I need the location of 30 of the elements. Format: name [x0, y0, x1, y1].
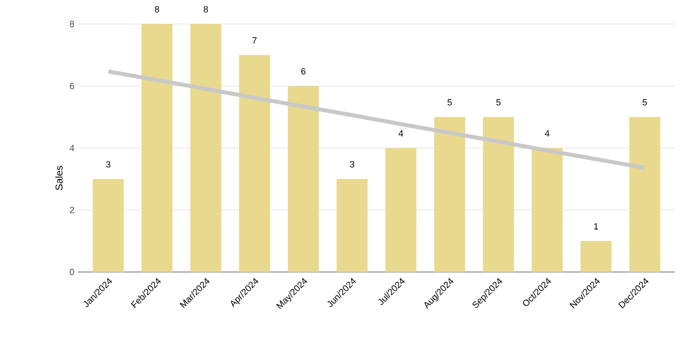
data-label: 8	[204, 6, 208, 12]
data-label: 5	[496, 99, 501, 106]
bar	[142, 24, 173, 272]
data-label: 3	[350, 161, 354, 168]
y-tick-label: 8	[70, 20, 74, 28]
y-tick-label: 4	[70, 144, 74, 152]
bar	[580, 241, 612, 272]
bar	[532, 148, 563, 272]
bar	[336, 179, 368, 272]
y-tick-label: 2	[70, 206, 74, 214]
y-tick-label: 6	[70, 82, 74, 90]
data-label: 6	[301, 68, 306, 74]
bar	[288, 86, 319, 272]
data-label: 7	[252, 37, 257, 44]
data-label: 4	[544, 130, 550, 136]
bar	[482, 117, 514, 272]
y-tick-label: 0	[70, 268, 74, 276]
data-label: 5	[448, 99, 452, 106]
bar	[385, 148, 416, 272]
y-axis-title: Sales	[55, 166, 63, 190]
bar	[434, 117, 466, 272]
bar	[239, 55, 270, 272]
bar	[629, 117, 660, 272]
bar	[190, 24, 222, 272]
data-label: 5	[642, 99, 647, 106]
data-label: 4	[398, 130, 404, 136]
data-label: 1	[594, 223, 598, 230]
data-label: 8	[154, 6, 160, 12]
data-label: 3	[106, 161, 110, 168]
bar	[92, 179, 124, 272]
